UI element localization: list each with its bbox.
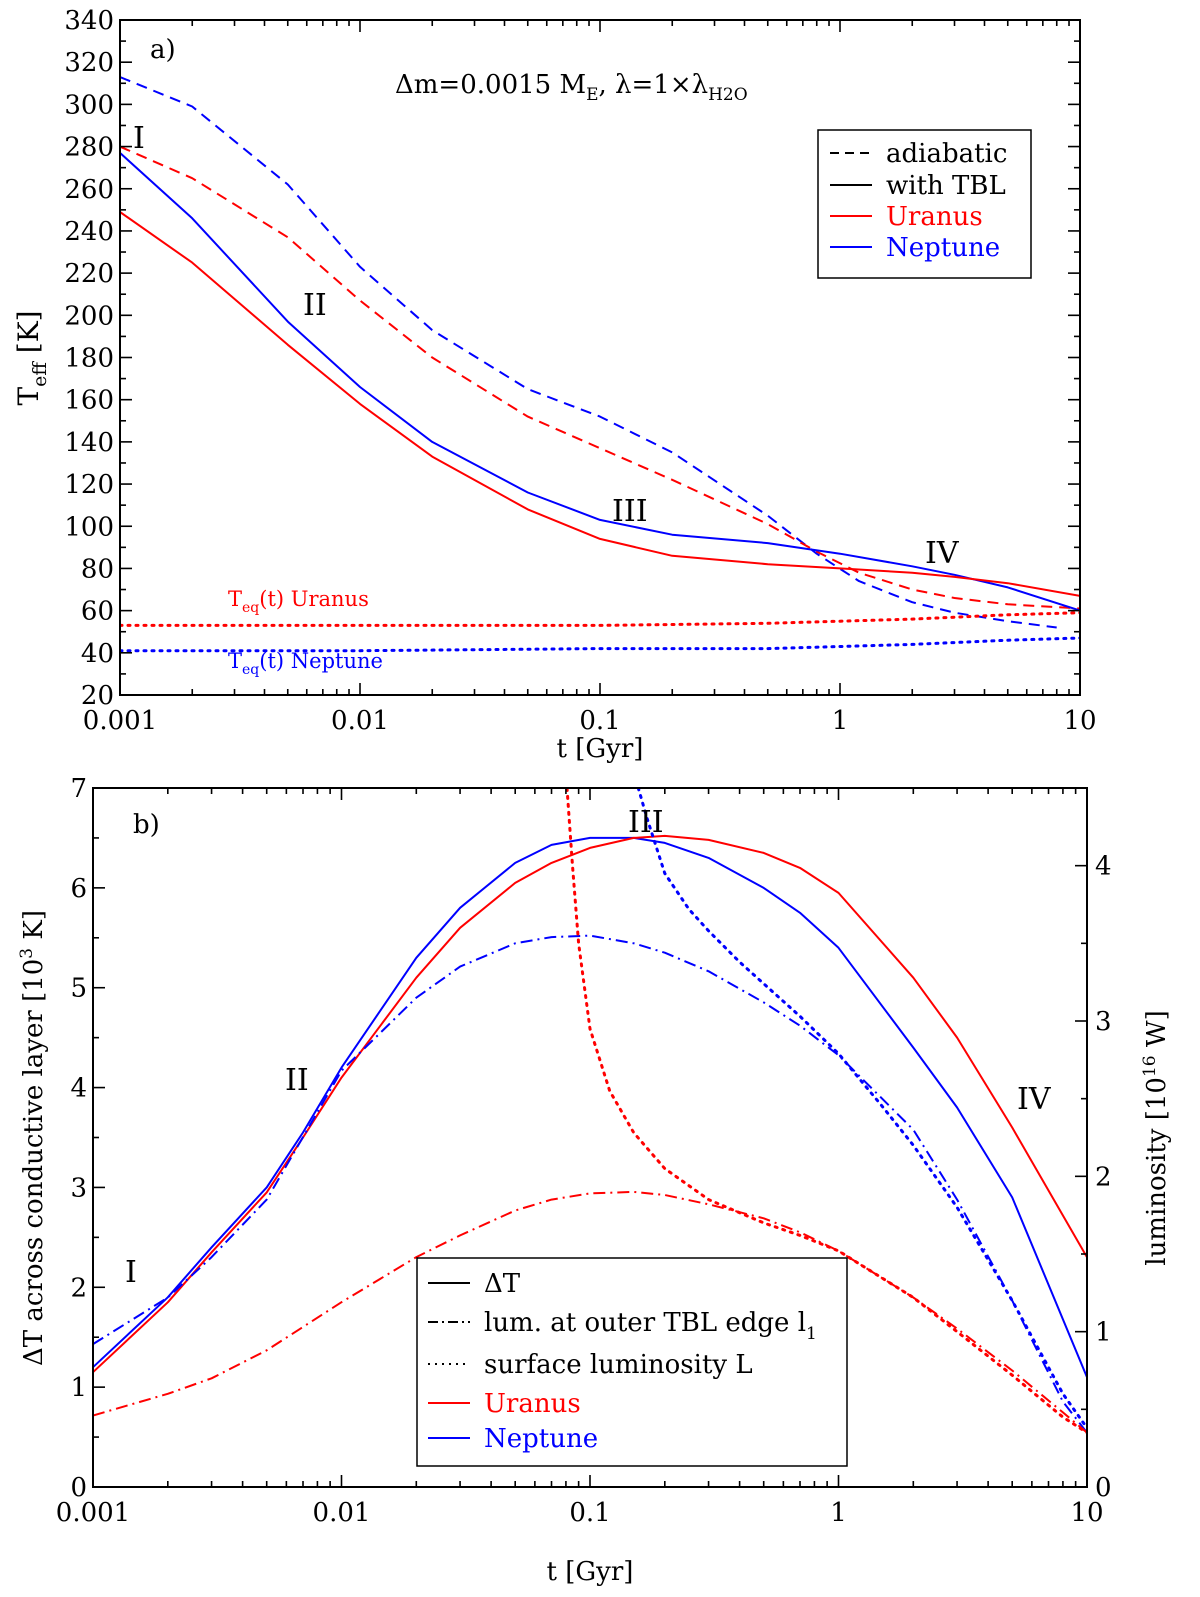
panel-a-ytick-label: 120 [64, 470, 114, 500]
teq-uranus-label: Teq(t) Uranus [228, 587, 369, 616]
panel-b-xlabel: t [Gyr] [547, 1557, 634, 1587]
panel-b-ytick-label: 1 [70, 1373, 87, 1403]
panel-b-y2label: luminosity [1016 W] [1140, 1010, 1172, 1266]
panel-b-series [93, 788, 1087, 1435]
legend-label-uranus-b: Uranus [484, 1389, 581, 1419]
panel-b-series-uranus-l1 [93, 1190, 1087, 1434]
panel-a-series-uranus-with-tbl [120, 211, 1080, 597]
legend-label-dt: ΔT [484, 1269, 521, 1299]
panel-a-label: a) [150, 35, 176, 65]
panel-a-series-neptune-adiabatic [120, 76, 1057, 629]
panel-b-label: b) [133, 810, 160, 840]
panel-a-legend: adiabatic with TBL Uranus Neptune [817, 129, 1032, 279]
panel-a-ytick-label: 80 [81, 554, 114, 584]
panel-a-xtick-label: 0.001 [83, 706, 157, 736]
phase-label-IV: IV [925, 536, 960, 571]
legend-box-b [416, 1257, 848, 1467]
panel-b-ytick-label: 3 [70, 1173, 87, 1203]
panel-a-xtick-label: 0.01 [331, 706, 389, 736]
panel-a-xtick-label: 0.1 [579, 706, 620, 736]
legend-label-surface: surface luminosity L [484, 1350, 753, 1380]
panel-b-xtick-label: 0.01 [313, 1498, 371, 1528]
panel-b-y2tick-label: 4 [1095, 852, 1112, 882]
panel-a-ytick-label: 240 [64, 217, 114, 247]
panel-b-legend: ΔT lum. at outer TBL edge l1 surface lum… [416, 1257, 848, 1467]
panel-a-ytick-label: 280 [64, 133, 114, 163]
panel-b-series-uranus-t [93, 834, 1087, 1373]
panel-b-ytick-label: 5 [70, 974, 87, 1004]
panel-a-xlabel: t [Gyr] [557, 734, 644, 764]
panel-b-series-uranus-l [565, 788, 1087, 1435]
panel-a-ytick-label: 180 [64, 344, 114, 374]
panel-a-series-teq-neptune [120, 636, 1080, 653]
panel-a-ytick-label: 160 [64, 386, 114, 416]
phase-label-b-II: II [285, 1063, 309, 1098]
panel-b-ytick-label: 0 [70, 1473, 87, 1503]
panel-a-ytick-label: 20 [81, 681, 114, 711]
panel-a-ytick-label: 60 [81, 597, 114, 627]
panel-a-ylabel: Teff [K] [12, 310, 51, 405]
phase-label-I: I [133, 121, 145, 156]
panel-b-xtick-label: 10 [1070, 1498, 1103, 1528]
panel-a-ytick-label: 40 [81, 639, 114, 669]
panel-a-ytick-label: 140 [64, 428, 114, 458]
phase-label-b-I: I [125, 1255, 137, 1290]
panel-b-series-neptune-l1 [93, 934, 1087, 1434]
panel-a-ytick-label: 200 [64, 301, 114, 331]
panel-b-y2tick-label: 0 [1095, 1473, 1112, 1503]
panel-a-series-neptune-with-tbl [120, 152, 1080, 612]
panel-a: 0.001 0.01 0.1 1 10 20 40 60 80 100 120 140 160 180 20… [12, 6, 1097, 764]
panel-b-series-neptune-t [93, 836, 1087, 1378]
panel-b-y2tick-label: 3 [1095, 1007, 1112, 1037]
panel-b-ytick-label: 7 [70, 774, 87, 804]
legend-label-l1: lum. at outer TBL edge l1 [484, 1308, 817, 1344]
panel-b-ytick-label: 4 [70, 1074, 87, 1104]
panel-a-ytick-label: 340 [64, 6, 114, 36]
panel-a-ytick-label: 220 [64, 259, 114, 289]
legend-label-tbl: with TBL [886, 171, 1006, 201]
legend-label-adiabatic: adiabatic [886, 139, 1007, 169]
panel-a-series [120, 76, 1080, 653]
panel-a-ticks: 0.001 0.01 0.1 1 10 20 40 60 80 100 120 140 160 180 20… [64, 6, 1096, 736]
panel-a-ytick-label: 300 [64, 90, 114, 120]
teq-neptune-label: Teq(t) Neptune [228, 649, 383, 678]
legend-box [817, 129, 1032, 279]
panel-b-xtick-label: 1 [830, 1498, 847, 1528]
panel-b-xtick-label: 0.1 [569, 1498, 610, 1528]
panel-a-xtick-label: 1 [832, 706, 849, 736]
panel-a-series-teq-uranus [120, 611, 1080, 627]
panel-b-y2tick-label: 1 [1095, 1318, 1112, 1348]
phase-label-II: II [303, 288, 327, 323]
panel-b-y2tick-label: 2 [1095, 1162, 1112, 1192]
legend-label-uranus: Uranus [886, 202, 983, 232]
panel-b-ytick-label: 6 [70, 874, 87, 904]
panel-b-ylabel: ΔT across conductive layer [103 K] [17, 910, 49, 1366]
panel-a-title: Δm=0.0015 ME, λ=1×λH2O [395, 70, 748, 105]
panel-b-ytick-label: 2 [70, 1273, 87, 1303]
legend-label-neptune: Neptune [886, 233, 1000, 263]
panel-a-ytick-label: 320 [64, 48, 114, 78]
phase-label-III: III [612, 494, 648, 529]
phase-label-b-IV: IV [1017, 1082, 1052, 1117]
legend-label-neptune-b: Neptune [484, 1424, 598, 1454]
panel-b-series-neptune-l [636, 788, 1087, 1430]
panel-b-xtick-label: 0.001 [56, 1498, 130, 1528]
panel-a-ytick-label: 260 [64, 175, 114, 205]
phase-label-b-III: III [628, 805, 664, 840]
panel-a-xtick-label: 10 [1063, 706, 1096, 736]
panel-a-series-uranus-adiabatic [120, 145, 1080, 610]
panel-a-ytick-label: 100 [64, 512, 114, 542]
